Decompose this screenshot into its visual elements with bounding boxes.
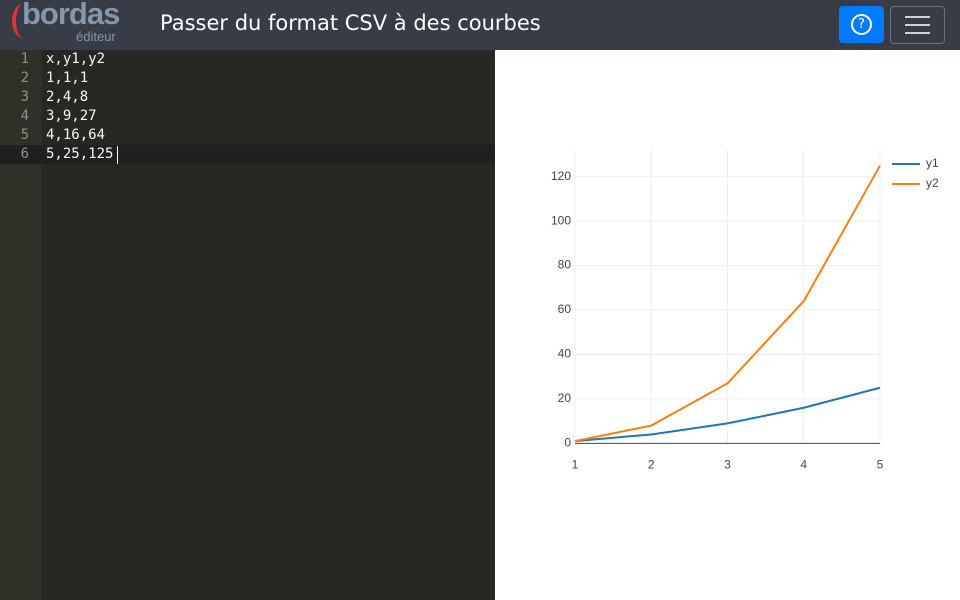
legend-label: y2 (926, 176, 939, 190)
x-tick-label: 1 (572, 458, 579, 472)
line-number: 1 (20, 51, 29, 67)
logo[interactable]: bordas (22, 0, 120, 31)
legend-label: y1 (926, 156, 939, 170)
x-tick-label: 4 (800, 458, 807, 472)
line-number: 6 (20, 146, 29, 162)
line-text: 1,1,1 (46, 70, 89, 86)
x-tick-label: 3 (724, 458, 731, 472)
header: bordas éditeur Passer du format CSV à de… (0, 0, 960, 50)
logo-arc (12, 4, 34, 38)
text-cursor (117, 146, 118, 164)
gutter (0, 50, 42, 600)
line-text: 4,16,64 (46, 127, 106, 143)
y-tick-label: 100 (551, 213, 571, 227)
code-line: 6 5,25,125 (0, 145, 495, 164)
x-tick-label: 5 (877, 458, 884, 472)
y-tick-label: 120 (551, 169, 571, 183)
page-title: Passer du format CSV à des courbes (160, 11, 541, 35)
menu-bar (905, 24, 930, 26)
line-number: 4 (20, 108, 29, 124)
code-line: 5 4,16,64 (0, 126, 495, 145)
y-tick-label: 80 (558, 258, 572, 272)
code-line: 4 3,9,27 (0, 107, 495, 126)
line-text: 5,25,125 (46, 146, 114, 162)
menu-button[interactable] (890, 6, 945, 44)
menu-bar (905, 16, 930, 18)
code-line: 3 2,4,8 (0, 88, 495, 107)
chart: 1 2 3 4 5 0 20 40 60 80 100 120 y1 y2 (551, 150, 939, 472)
code-line: 1 x,y1,y2 (0, 50, 495, 69)
series-line (574, 165, 881, 443)
line-text: x,y1,y2 (46, 51, 106, 67)
y-tick-label: 20 (558, 391, 572, 405)
menu-bar (905, 32, 930, 34)
line-number: 2 (20, 70, 29, 86)
code-line: 2 1,1,1 (0, 69, 495, 88)
help-icon: ? (851, 14, 872, 35)
x-tick-label: 2 (648, 458, 655, 472)
line-number: 3 (20, 89, 29, 105)
series-line (574, 386, 881, 443)
line-number: 5 (20, 127, 29, 143)
line-text: 3,9,27 (46, 108, 97, 124)
y-tick-label: 40 (558, 347, 572, 361)
logo-sub: éditeur (76, 29, 116, 44)
line-text: 2,4,8 (46, 89, 89, 105)
y-tick-label: 60 (558, 302, 572, 316)
code-editor[interactable]: 1 x,y1,y2 2 1,1,1 3 2,4,8 4 3,9,27 5 4,16,64 6 5,25… (0, 50, 495, 600)
help-button[interactable]: ? (839, 6, 884, 43)
y-tick-label: 0 (564, 436, 571, 450)
